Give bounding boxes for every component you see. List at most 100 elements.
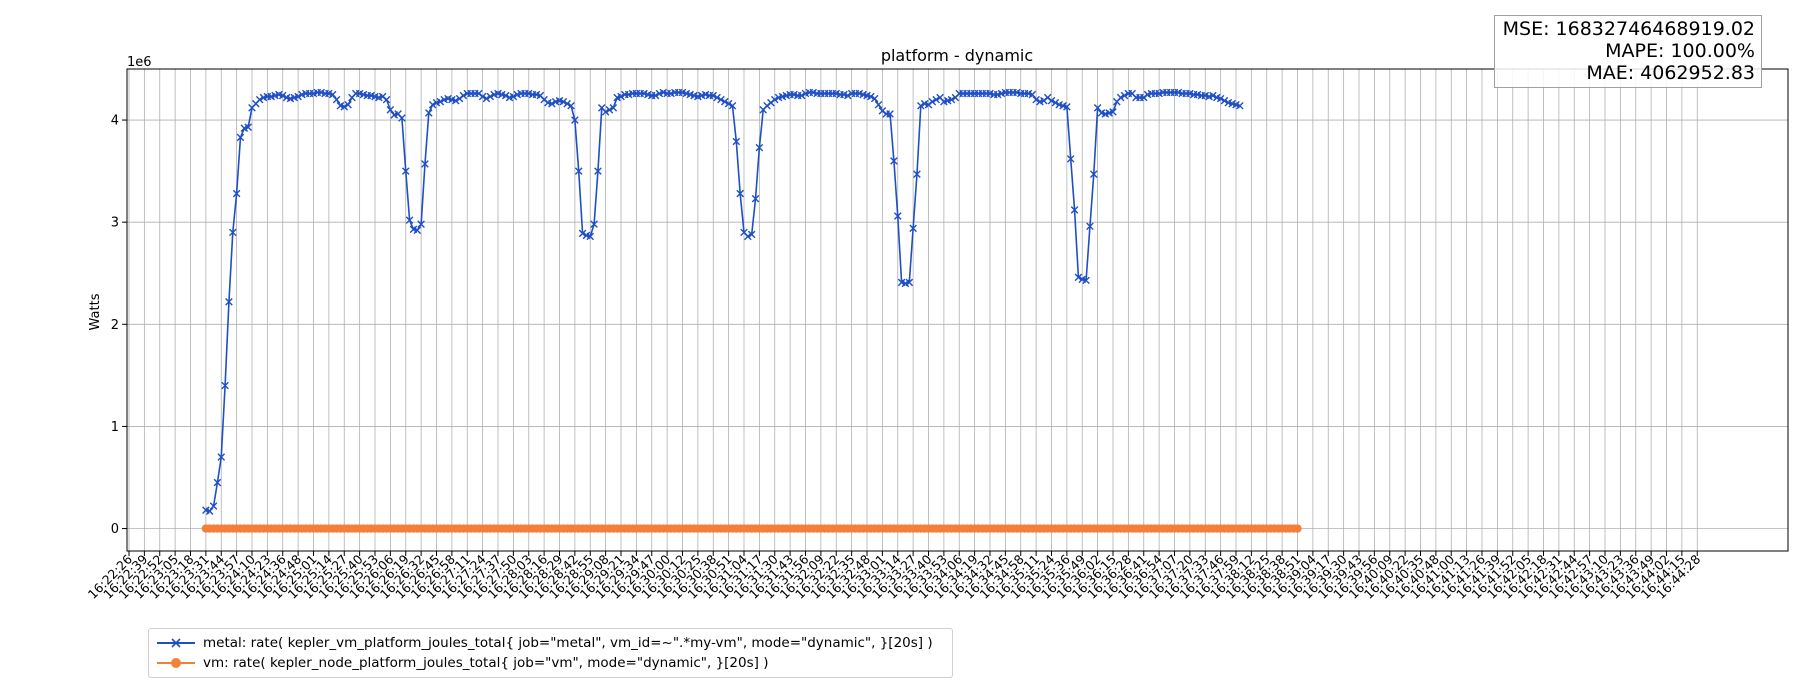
data-point-metal bbox=[205, 507, 214, 515]
mse-text: MSE: 16832746468919.02 bbox=[1502, 18, 1755, 40]
data-point-metal bbox=[413, 226, 422, 235]
plot-area-frame bbox=[126, 68, 1789, 552]
data-point-metal bbox=[874, 100, 883, 109]
data-point-metal bbox=[232, 189, 241, 198]
data-point-metal bbox=[405, 216, 414, 224]
data-point-metal bbox=[770, 95, 779, 104]
data-point-metal bbox=[421, 160, 429, 168]
data-point-metal bbox=[905, 278, 914, 287]
data-point-metal bbox=[928, 97, 937, 106]
data-point-metal bbox=[509, 92, 518, 101]
data-point-metal bbox=[425, 109, 433, 117]
data-point-metal bbox=[1209, 91, 1217, 100]
data-point-metal bbox=[559, 97, 568, 106]
data-point-metal bbox=[947, 95, 956, 104]
data-point-metal bbox=[501, 91, 510, 100]
data-point-metal bbox=[574, 167, 583, 175]
chart-series bbox=[201, 88, 1302, 533]
grid-lines bbox=[127, 69, 1788, 551]
data-point-metal bbox=[217, 453, 226, 461]
legend-label-vm: vm: rate( kepler_node_platform_joules_to… bbox=[203, 655, 769, 671]
legend: metal: rate( kepler_vm_platform_joules_t… bbox=[148, 628, 953, 678]
data-point-metal bbox=[1120, 91, 1129, 100]
data-point-metal bbox=[1047, 96, 1056, 105]
data-point-metal bbox=[709, 91, 718, 100]
data-point-metal bbox=[751, 194, 760, 203]
metrics-box: MSE: 16832746468919.02 MAPE: 100.00% MAE… bbox=[1494, 15, 1762, 88]
data-point-metal bbox=[386, 106, 395, 114]
data-point-metal bbox=[1051, 98, 1060, 107]
data-point-metal bbox=[225, 298, 233, 306]
data-point-metal bbox=[755, 143, 764, 152]
data-point-metal bbox=[451, 96, 460, 105]
data-point-metal bbox=[486, 92, 495, 101]
data-point-metal bbox=[221, 381, 229, 390]
data-point-metal bbox=[870, 94, 879, 103]
data-point-metal bbox=[294, 92, 302, 101]
data-point-metal bbox=[417, 220, 425, 229]
data-point-metal bbox=[1116, 93, 1125, 102]
data-point-metal bbox=[843, 91, 852, 100]
data-point-metal bbox=[1032, 95, 1040, 104]
data-point-metal bbox=[886, 110, 894, 118]
y-tick-label: 0 bbox=[111, 522, 119, 537]
data-point-metal bbox=[578, 229, 587, 238]
data-point-metal bbox=[1066, 155, 1075, 163]
legend-swatch-metal bbox=[157, 638, 195, 648]
data-point-metal bbox=[567, 101, 575, 110]
mae-text: MAE: 4062952.83 bbox=[1586, 62, 1755, 84]
data-point-metal bbox=[744, 232, 752, 241]
data-point-metal bbox=[228, 228, 237, 237]
data-point-metal bbox=[478, 92, 487, 101]
data-point-metal bbox=[244, 123, 252, 132]
data-point-metal bbox=[609, 104, 618, 112]
data-point-metal bbox=[382, 95, 391, 104]
data-point-metal bbox=[909, 224, 917, 233]
data-point-metal bbox=[328, 90, 337, 99]
data-point-metal bbox=[797, 91, 806, 100]
data-point-metal bbox=[1220, 96, 1229, 105]
data-point-metal bbox=[713, 93, 721, 102]
legend-item-vm: vm: rate( kepler_node_platform_joules_to… bbox=[149, 653, 768, 673]
data-point-metal bbox=[1109, 108, 1117, 116]
data-point-metal bbox=[890, 157, 898, 165]
data-point-metal bbox=[1236, 101, 1244, 110]
data-point-metal bbox=[563, 99, 571, 108]
y-tick-label: 4 bbox=[111, 114, 119, 129]
data-point-metal bbox=[209, 502, 218, 510]
axes: 16:22:2616:22:3916:22:5216:23:0516:23:18… bbox=[85, 114, 1704, 602]
data-point-metal bbox=[867, 92, 875, 101]
legend-item-metal: metal: rate( kepler_vm_platform_joules_t… bbox=[149, 633, 933, 653]
y-tick-label: 3 bbox=[111, 216, 119, 231]
y-tick-label: 2 bbox=[111, 318, 119, 333]
data-point-metal bbox=[436, 97, 445, 106]
y-tick-label: 1 bbox=[111, 420, 119, 435]
data-point-metal bbox=[255, 95, 264, 104]
data-point-metal bbox=[728, 101, 737, 110]
data-point-metal bbox=[586, 232, 595, 241]
data-point-metal bbox=[1093, 104, 1102, 112]
data-point-metal bbox=[548, 99, 556, 108]
data-point-vm bbox=[1293, 524, 1302, 533]
data-point-metal bbox=[651, 91, 660, 100]
data-point-metal bbox=[571, 116, 579, 124]
data-point-metal bbox=[893, 212, 902, 220]
data-point-metal bbox=[1086, 222, 1094, 231]
y-axis-label: Watts bbox=[88, 293, 103, 330]
data-point-metal bbox=[482, 94, 491, 103]
data-point-metal bbox=[917, 101, 925, 110]
data-point-metal bbox=[344, 100, 352, 109]
data-point-metal bbox=[459, 91, 468, 100]
data-point-metal bbox=[1070, 206, 1079, 214]
data-point-metal bbox=[590, 220, 598, 229]
data-point-metal bbox=[1063, 102, 1071, 111]
data-point-metal bbox=[601, 108, 610, 116]
data-point-metal bbox=[732, 137, 741, 146]
data-point-metal bbox=[724, 99, 733, 108]
data-point-metal bbox=[932, 95, 940, 104]
series-line-metal bbox=[205, 91, 1241, 513]
data-point-metal bbox=[913, 170, 921, 178]
data-point-metal bbox=[747, 230, 756, 239]
data-point-metal bbox=[1082, 276, 1090, 285]
